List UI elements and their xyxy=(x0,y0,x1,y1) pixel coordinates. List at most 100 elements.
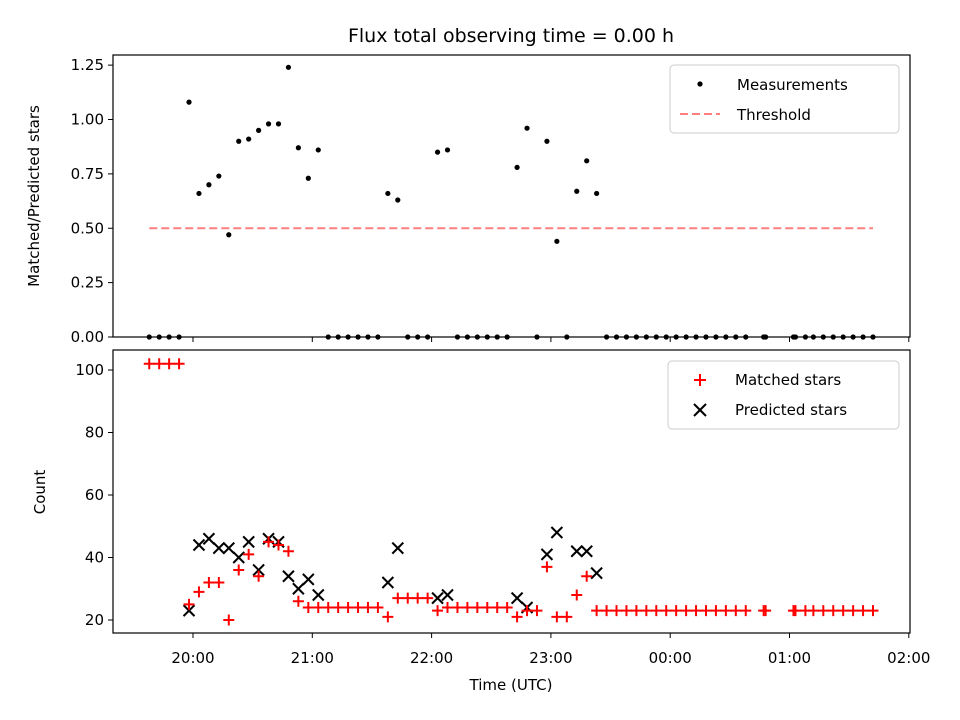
measurement-point xyxy=(216,173,222,179)
bottom-x-tick-label: 00:00 xyxy=(649,649,692,667)
bottom-legend: Matched stars Predicted stars xyxy=(667,360,900,430)
top-y-tick-label: 0.50 xyxy=(71,219,104,237)
predicted-star-point xyxy=(302,573,315,586)
bottom-x-axis-label: Time (UTC) xyxy=(469,676,553,694)
bottom-x-tick-label: 01:00 xyxy=(768,649,811,667)
predicted-star-point xyxy=(381,576,395,589)
matched-star-point xyxy=(837,605,849,617)
predicted-star-point xyxy=(391,541,405,555)
matched-star-point xyxy=(720,605,732,617)
top-y-axis-label: Matched/Predicted stars xyxy=(25,105,43,287)
matched-star-point xyxy=(392,592,404,604)
matched-star-point xyxy=(412,592,424,604)
bottom-x-tick-label: 21:00 xyxy=(291,649,334,667)
top-y-tick-label: 1.25 xyxy=(71,56,104,74)
matched-star-point xyxy=(531,605,543,617)
predicted-star-point xyxy=(222,541,235,555)
matched-star-point xyxy=(611,605,623,617)
matched-star-point xyxy=(422,592,434,604)
matched-star-point xyxy=(203,577,215,588)
matched-star-point xyxy=(223,614,235,626)
matched-star-point xyxy=(352,602,364,613)
predicted-star-point xyxy=(550,526,564,539)
top-y-tick-label: 0.25 xyxy=(71,274,104,292)
matched-star-point xyxy=(789,605,801,617)
measurement-point xyxy=(594,190,600,197)
predicted-star-point xyxy=(232,551,245,564)
matched-star-point xyxy=(740,605,752,617)
matched-star-point xyxy=(233,564,245,576)
bottom-y-axis-label: Count xyxy=(31,470,49,515)
legend-matched-label: Matched stars xyxy=(735,371,841,389)
matched-star-point xyxy=(581,570,593,582)
top-y-tick-label: 1.00 xyxy=(71,111,104,129)
matched-star-point xyxy=(867,605,879,617)
matched-star-point xyxy=(243,548,255,560)
matched-star-point xyxy=(253,570,265,582)
bottom-y-tick-label: 20 xyxy=(85,611,104,629)
predicted-star-point xyxy=(252,563,265,577)
matched-star-point xyxy=(382,611,394,623)
matched-star-point xyxy=(561,611,573,623)
measurement-point xyxy=(584,158,590,164)
top-panel: Flux total observing time = 0.00 h 0.000… xyxy=(25,25,911,346)
measurement-point xyxy=(444,147,451,153)
predicted-star-point xyxy=(510,591,524,605)
matched-star-point xyxy=(630,605,642,617)
bottom-x-tick-label: 20:00 xyxy=(171,649,214,667)
matched-star-point xyxy=(807,605,819,617)
matched-star-point xyxy=(571,589,583,601)
matched-star-point xyxy=(322,602,334,613)
bottom-y-tick-label: 40 xyxy=(85,549,104,567)
measurement-point xyxy=(385,190,391,197)
bottom-x-tick-label: 22:00 xyxy=(410,649,453,667)
bottom-y-ticks: 20 40 60 80 100 xyxy=(75,361,113,629)
predicted-star-point xyxy=(282,570,295,583)
measurement-point xyxy=(196,190,202,197)
matched-star-point xyxy=(730,605,742,617)
matched-star-point xyxy=(402,592,414,604)
predicted-star-point xyxy=(192,538,206,552)
matched-star-point xyxy=(650,605,662,617)
measurement-point xyxy=(524,125,530,131)
matched-star-point xyxy=(292,595,304,607)
matched-star-point xyxy=(153,358,165,370)
predicted-star-point xyxy=(570,545,583,558)
measurement-point xyxy=(514,164,520,170)
bottom-y-tick-label: 60 xyxy=(85,486,104,504)
bottom-x-ticks: 20:00 21:00 22:00 23:00 00:00 01:00 02:00 xyxy=(171,633,930,667)
predicted-stars-points xyxy=(182,526,603,617)
legend-predicted-marker xyxy=(693,403,707,417)
matched-star-point xyxy=(640,605,652,617)
bottom-x-tick-label: 23:00 xyxy=(529,649,572,667)
measurement-point xyxy=(256,127,262,133)
matched-star-point xyxy=(471,602,483,613)
matched-star-point xyxy=(143,358,155,370)
measurement-point xyxy=(226,232,232,238)
matched-star-point xyxy=(660,605,672,617)
bottom-legend-box xyxy=(667,360,900,430)
predicted-star-point xyxy=(292,582,305,595)
predicted-star-point xyxy=(540,548,554,561)
bottom-panel: 20 40 60 80 100 20:00 21:00 22:00 23:00 00:00 01:… xyxy=(31,349,930,694)
top-y-tick-label: 0.00 xyxy=(71,328,104,346)
measurement-point xyxy=(554,238,560,244)
matched-star-point xyxy=(680,605,692,617)
matched-star-point xyxy=(827,605,839,617)
bottom-plot-frame xyxy=(112,349,911,634)
predicted-star-point xyxy=(580,545,593,558)
matched-star-point xyxy=(591,605,603,617)
matched-star-point xyxy=(817,605,829,617)
matched-star-point xyxy=(551,611,563,623)
matched-star-point xyxy=(760,605,772,617)
legend-measurements-marker xyxy=(697,81,703,87)
top-y-ticks: 0.00 0.25 0.50 0.75 1.00 1.25 xyxy=(71,56,113,346)
matched-star-point xyxy=(272,539,284,551)
matched-star-point xyxy=(173,358,185,370)
predicted-star-point xyxy=(441,588,454,602)
measurement-point xyxy=(246,136,252,142)
measurement-point xyxy=(206,182,212,188)
matched-star-point xyxy=(432,605,444,617)
matched-star-point xyxy=(857,605,869,617)
matched-star-point xyxy=(601,605,613,617)
